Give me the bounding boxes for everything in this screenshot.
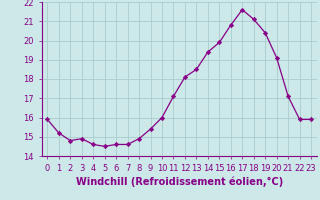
X-axis label: Windchill (Refroidissement éolien,°C): Windchill (Refroidissement éolien,°C) xyxy=(76,177,283,187)
